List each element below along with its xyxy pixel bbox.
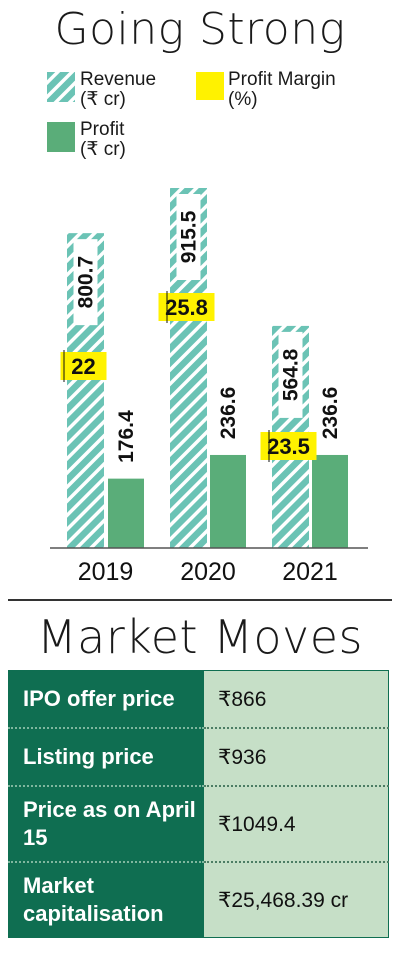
revenue-label-box-2020 xyxy=(176,194,201,280)
section-divider xyxy=(8,599,392,601)
revenue-label-2019: 800.7 xyxy=(75,256,98,309)
legend-revenue: Revenue (₹ cr) xyxy=(80,70,156,110)
market-row: IPO offer price ₹866 xyxy=(8,670,389,729)
revenue-label-2020: 915.5 xyxy=(178,210,201,263)
legend-revenue-name: Revenue xyxy=(80,69,157,90)
legend xyxy=(47,72,224,152)
market-row-value: ₹936 xyxy=(203,728,389,787)
market-row-key: Listing price xyxy=(8,728,204,787)
market-row-value: ₹1049.4 xyxy=(203,786,389,863)
profit-label-2021: 236.6 xyxy=(319,387,342,440)
market-row: Market capitalisation ₹25,468.39 cr xyxy=(8,862,389,938)
margin-label-2019: 22 xyxy=(71,354,95,379)
legend-swatch-profit xyxy=(47,122,75,152)
chart-title: Going Strong xyxy=(54,4,346,55)
revenue-label-box-2019 xyxy=(73,239,98,326)
x-tick-label-2019: 2019 xyxy=(78,558,134,586)
revenue-label-box-2021 xyxy=(278,331,303,418)
x-tick-label-2020: 2020 xyxy=(180,558,236,586)
market-row: Listing price ₹936 xyxy=(8,728,389,787)
market-table: IPO offer price ₹866 Listing price ₹936 Pric… xyxy=(8,670,389,938)
margin-label-2021: 23.5 xyxy=(267,434,310,459)
legend-margin-name: Profit Margin xyxy=(228,69,336,90)
market-title: Market Moves xyxy=(36,610,364,664)
revenue-label-2021: 564.8 xyxy=(280,348,303,401)
market-row-value: ₹25,468.39 cr xyxy=(203,862,389,938)
market-row: Price as on April 15 ₹1049.4 xyxy=(8,786,389,863)
x-tick-label-2021: 2021 xyxy=(282,558,338,586)
market-row-key: IPO offer price xyxy=(8,670,204,729)
legend-swatch-margin xyxy=(196,72,224,100)
legend-profit-unit: (₹ cr) xyxy=(80,139,126,160)
legend-profit-name: Profit xyxy=(80,119,125,140)
profit-bar-2020 xyxy=(210,454,246,548)
profit-label-2020: 236.6 xyxy=(217,387,240,440)
legend-revenue-unit: (₹ cr) xyxy=(80,89,126,110)
legend-profit: Profit (₹ cr) xyxy=(80,120,126,160)
profit-bar-2019 xyxy=(108,478,144,548)
profit-bar-2021 xyxy=(312,454,348,548)
bar-chart: 800.7 176.4 22 2019 915.5 236.6 25.8 2020 564.8 2… xyxy=(50,188,368,586)
margin-tag-2019 xyxy=(60,352,107,380)
market-row-key: Market capitalisation xyxy=(8,862,204,938)
legend-swatch-revenue xyxy=(47,72,75,102)
legend-margin: Profit Margin (%) xyxy=(228,70,336,110)
margin-label-2020: 25.8 xyxy=(165,295,208,320)
profit-label-2019: 176.4 xyxy=(115,410,138,463)
legend-margin-unit: (%) xyxy=(228,89,258,110)
margin-tag-2020 xyxy=(158,293,215,321)
market-row-value: ₹866 xyxy=(203,670,389,729)
margin-tag-2021 xyxy=(260,432,317,460)
market-row-key: Price as on April 15 xyxy=(8,786,204,863)
